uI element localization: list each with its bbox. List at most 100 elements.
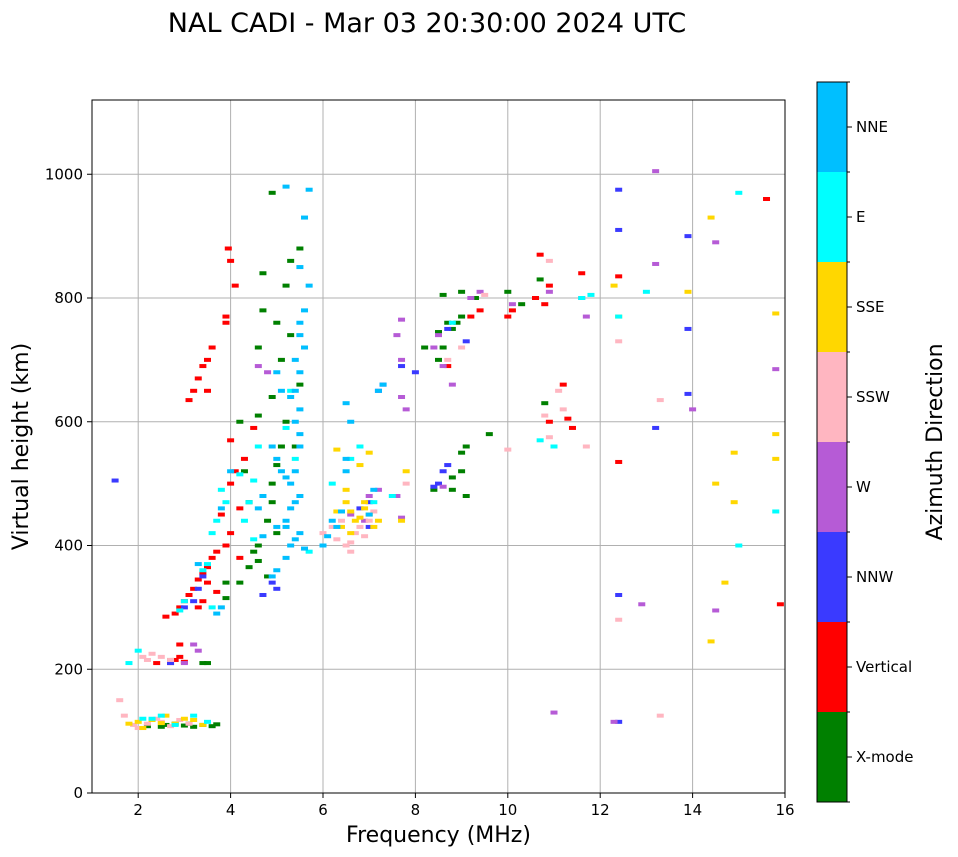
y-tick-label: 800 [54, 289, 83, 307]
data-point [204, 661, 211, 666]
data-point [259, 271, 267, 276]
data-point [291, 500, 299, 505]
data-point [730, 500, 738, 505]
data-point [347, 531, 355, 536]
data-point [356, 506, 364, 511]
x-tick-label: 12 [591, 801, 610, 819]
colorbar-segment [817, 532, 847, 622]
data-point [365, 500, 373, 505]
data-point [273, 531, 281, 536]
data-point [467, 314, 475, 319]
data-point [296, 265, 304, 270]
data-point [180, 716, 188, 721]
data-point [684, 326, 692, 331]
data-point [282, 524, 290, 529]
colorbar-tick-label: W [856, 478, 871, 496]
data-point [615, 719, 623, 724]
data-point [291, 419, 299, 424]
data-point [199, 661, 207, 666]
data-point [171, 722, 179, 727]
x-tick-label: 14 [683, 801, 702, 819]
data-point [610, 283, 618, 288]
data-point [439, 364, 447, 369]
data-point [370, 509, 378, 514]
data-point [199, 571, 207, 576]
data-point [287, 333, 295, 338]
data-point [301, 546, 309, 551]
data-point [712, 481, 720, 486]
data-point [656, 398, 664, 403]
data-point [287, 388, 295, 393]
data-point [222, 320, 230, 325]
data-point [277, 444, 285, 449]
data-point [282, 419, 290, 424]
data-point [305, 283, 313, 288]
data-point [162, 614, 170, 619]
data-point [347, 509, 355, 514]
data-point [652, 261, 660, 266]
data-point [448, 475, 456, 480]
data-point [287, 395, 295, 399]
data-point [134, 726, 142, 731]
data-point [194, 376, 202, 381]
data-point [439, 345, 447, 350]
data-point [185, 593, 193, 597]
data-point [157, 713, 165, 718]
data-point [361, 534, 369, 539]
data-point [287, 258, 295, 263]
colorbar-tick-label: Vertical [856, 658, 912, 676]
data-point [190, 388, 198, 393]
data-point [162, 713, 170, 718]
data-point [545, 258, 553, 263]
data-point [365, 524, 373, 529]
data-point [180, 723, 188, 728]
data-point [481, 292, 489, 297]
data-point [148, 716, 156, 721]
data-point [684, 234, 692, 239]
data-point [171, 657, 179, 662]
data-point [143, 724, 151, 729]
x-tick-label: 16 [775, 801, 794, 819]
data-point [204, 357, 211, 362]
data-point [273, 586, 281, 591]
data-point [240, 469, 248, 474]
data-point [162, 722, 170, 727]
chart-title: NAL CADI - Mar 03 20:30:00 2024 UTC [168, 8, 686, 39]
data-point [361, 506, 369, 511]
data-point [615, 339, 623, 344]
y-tick-label: 200 [54, 660, 83, 678]
data-point [388, 494, 396, 498]
data-point [374, 487, 382, 492]
data-point [199, 599, 207, 604]
data-point [204, 565, 211, 570]
data-point [245, 500, 253, 505]
data-point [615, 314, 623, 319]
data-point [180, 661, 188, 666]
series-vertical [153, 197, 784, 666]
data-point [615, 617, 623, 622]
data-point [282, 425, 290, 430]
data-point [217, 605, 225, 610]
data-point [776, 602, 784, 607]
data-point [287, 543, 295, 548]
data-point [268, 481, 276, 486]
y-axis-ticks: 0 200 400 600 800 1000 [45, 165, 92, 802]
data-point [268, 444, 276, 449]
data-point [157, 721, 165, 726]
data-point [435, 333, 442, 338]
data-point [139, 716, 147, 721]
data-point [342, 469, 350, 474]
colorbar-segment [817, 352, 847, 442]
data-point [328, 481, 336, 486]
data-point [194, 577, 202, 582]
data-point [222, 596, 230, 601]
data-point [439, 292, 447, 297]
data-point [444, 326, 452, 331]
data-point [204, 719, 211, 724]
data-point [476, 289, 484, 294]
x-tick-label: 8 [411, 801, 421, 819]
data-point [296, 320, 304, 325]
data-point [772, 509, 780, 514]
data-point [536, 438, 544, 443]
colorbar-label: Azimuth Direction [923, 343, 948, 540]
